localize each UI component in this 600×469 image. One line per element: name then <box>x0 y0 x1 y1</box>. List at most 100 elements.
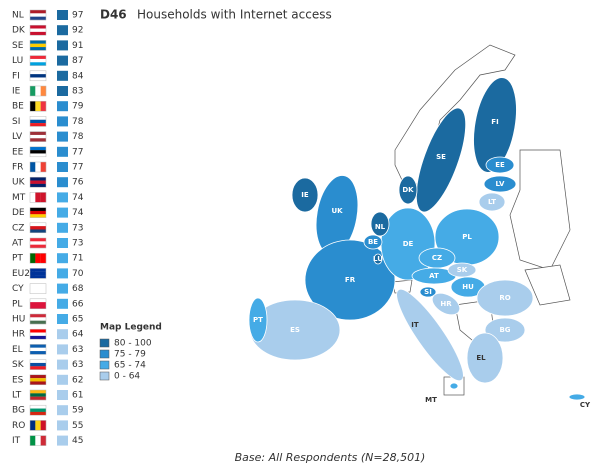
flag-stripe <box>30 347 46 352</box>
value-swatch <box>57 131 68 142</box>
flag-border <box>29 268 47 279</box>
flag-stripe <box>30 10 46 14</box>
country-map-label: LV <box>496 180 505 188</box>
flag-stripe <box>30 28 46 32</box>
flag-border <box>29 222 47 234</box>
flag-border <box>29 313 47 325</box>
value-label: 63 <box>72 345 83 355</box>
eu-map: SE FI DK UK IE FR ES PT DE PL NL BE LU CZ AT SK HU SI HR IT… <box>248 77 591 409</box>
flag-border <box>29 85 47 97</box>
flag-border <box>29 70 47 82</box>
value-label: 73 <box>72 223 83 233</box>
flag-stripe <box>30 116 46 120</box>
legend-label: 75 - 79 <box>114 350 146 360</box>
country-region <box>449 382 459 390</box>
country-map-label: IE <box>301 191 309 199</box>
flag-border <box>29 131 47 142</box>
flag-stripe <box>30 290 46 294</box>
country-map-label: DK <box>402 186 414 194</box>
country-region <box>373 253 383 265</box>
value-label: 45 <box>72 436 83 446</box>
flag-stripe <box>30 378 46 382</box>
flag-stripe <box>30 420 36 431</box>
value-swatch <box>57 329 68 340</box>
country-code: AT <box>12 239 23 249</box>
flag-stripe <box>30 362 46 367</box>
flag-border <box>29 298 47 310</box>
flag-stripe <box>30 131 46 136</box>
flag-border <box>29 24 47 36</box>
flag-border <box>29 359 47 370</box>
flag-stripe <box>35 253 41 264</box>
value-label: 65 <box>72 315 83 325</box>
flag-stripe <box>30 320 46 325</box>
country-map-label: BG <box>499 326 510 334</box>
flag-border <box>29 100 47 112</box>
legend-swatch <box>99 371 110 381</box>
value-label: 63 <box>72 360 83 370</box>
value-swatch <box>57 344 68 355</box>
value-swatch <box>57 40 68 51</box>
country-region <box>478 192 506 212</box>
flag-stripe <box>30 329 46 333</box>
legend-title: Map Legend <box>100 323 162 333</box>
flag-stripe <box>30 435 36 446</box>
flag-stripe <box>40 86 47 96</box>
country-code: RO <box>12 421 25 431</box>
country-region <box>291 177 319 213</box>
flag-stripe <box>30 70 46 75</box>
country-map-label: EE <box>495 161 505 169</box>
country-map-label: PT <box>253 316 263 324</box>
flag-border <box>29 252 47 264</box>
legend-swatch <box>99 349 110 359</box>
country-map-label: SK <box>457 266 468 274</box>
flag-stripe <box>30 351 46 355</box>
country-map-label: HR <box>440 300 452 308</box>
legend-label: 0 - 64 <box>114 372 140 382</box>
country-code: LT <box>12 391 22 401</box>
flag-stripe <box>30 47 46 51</box>
value-label: 77 <box>72 163 83 173</box>
flag-stripe <box>30 359 46 364</box>
country-region <box>398 175 418 205</box>
flag-stripe <box>30 16 46 21</box>
flag-stripe <box>30 214 46 218</box>
figure-title: Households with Internet access <box>137 8 332 22</box>
country-code: SK <box>12 360 25 370</box>
flag-stripe <box>30 335 46 340</box>
figure-code: D46 <box>100 8 127 22</box>
country-map-label: CY <box>580 401 591 409</box>
country-map-label: MT <box>425 396 437 404</box>
flag-border <box>29 420 47 431</box>
flag-stripe <box>30 101 36 112</box>
flag-stripe <box>30 77 46 81</box>
value-swatch <box>57 314 68 324</box>
value-swatch <box>57 10 68 20</box>
flag-stripe <box>30 138 46 142</box>
value-label: 76 <box>72 178 84 188</box>
country-map-label: LU <box>373 255 383 263</box>
value-label: 92 <box>72 26 83 36</box>
country-code: DE <box>12 208 25 218</box>
value-label: 71 <box>72 254 83 264</box>
value-swatch <box>57 55 68 66</box>
flag-stripe <box>30 119 46 124</box>
country-code: EE <box>12 147 24 157</box>
legend-label: 80 - 100 <box>114 339 152 349</box>
country-region <box>483 175 517 193</box>
country-region <box>431 292 461 316</box>
country-map-label: FR <box>345 276 356 284</box>
country-region <box>484 317 526 343</box>
country-code: NL <box>12 11 24 21</box>
flag-stripe <box>40 253 47 264</box>
flag-border <box>29 9 47 21</box>
flag-stripe <box>30 238 46 242</box>
flag-stripe <box>30 344 46 348</box>
flag-stripe <box>30 43 46 48</box>
flag-stripe <box>35 420 41 431</box>
country-code: BG <box>12 406 25 416</box>
value-swatch <box>57 222 68 233</box>
value-label: 91 <box>72 41 83 51</box>
country-map-label: HU <box>462 283 474 291</box>
flag-stripe <box>30 305 46 309</box>
